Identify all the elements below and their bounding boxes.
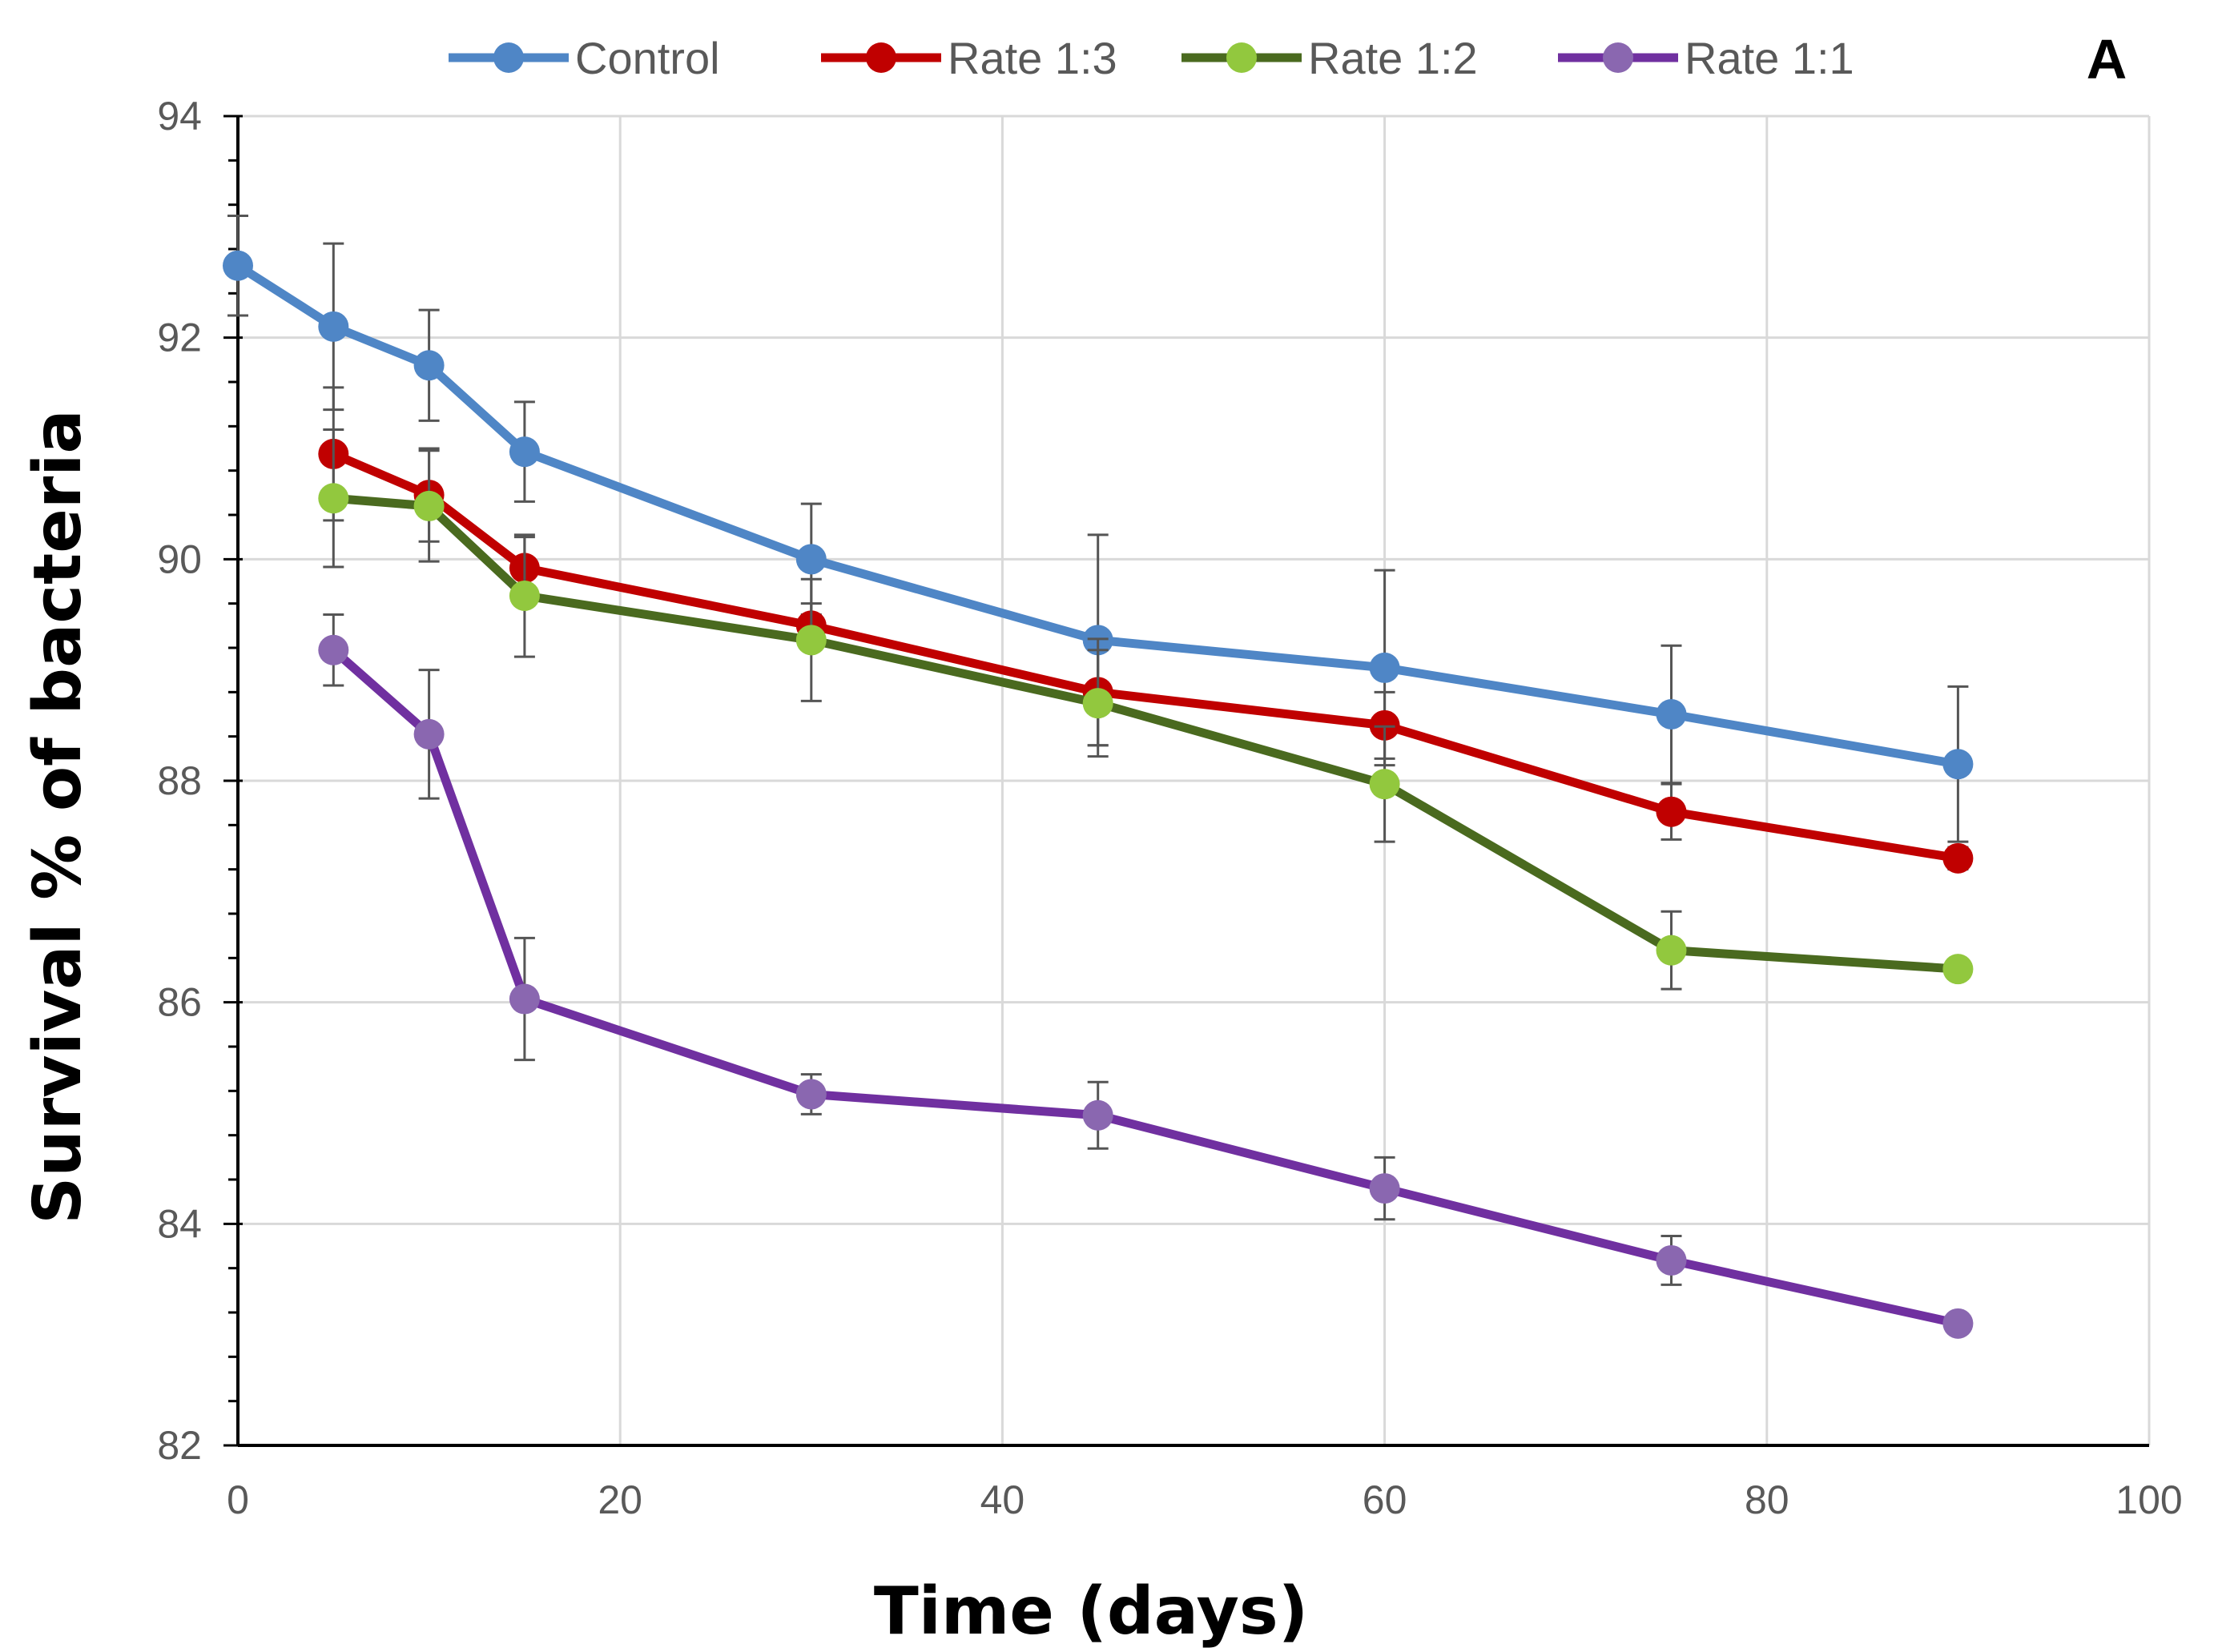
legend-label: Control [575, 33, 720, 83]
tick-labels: 82 84 86 88 90 92 94 0 20 40 60 80 100 [157, 94, 2182, 1522]
legend-swatch-marker [866, 42, 896, 73]
data-point [509, 983, 540, 1015]
x-tick-label: 0 [227, 1477, 249, 1522]
series-rate-1-2 [318, 428, 1974, 991]
data-point [1082, 688, 1113, 719]
y-tick-label: 90 [157, 537, 202, 581]
x-tick-label: 40 [980, 1477, 1025, 1522]
data-point [413, 718, 445, 750]
y-tick-label: 82 [157, 1423, 202, 1468]
x-axis-title: Time (days) [874, 1574, 1308, 1650]
legend-item: Rate 1:3 [821, 33, 1117, 83]
data-point [318, 483, 349, 514]
data-point [1942, 749, 1974, 780]
data-point [1369, 1173, 1400, 1204]
panel-label: A [2087, 28, 2127, 90]
legend-item: Control [449, 33, 720, 83]
legend-swatch-marker [493, 42, 524, 73]
data-point [795, 1079, 827, 1110]
y-tick-label: 84 [157, 1201, 202, 1246]
data-point [413, 350, 445, 381]
data-point [1369, 769, 1400, 800]
legend-item: Rate 1:2 [1181, 33, 1478, 83]
axes [223, 115, 2149, 1447]
x-tick-label: 60 [1363, 1477, 1407, 1522]
y-tick-label: 88 [157, 758, 202, 803]
legend: Control Rate 1:3 Rate 1:2 Rate 1:1 [449, 33, 1854, 83]
legend-label: Rate 1:3 [948, 33, 1117, 83]
data-point [318, 311, 349, 342]
x-tick-label: 20 [598, 1477, 642, 1522]
data-point [1942, 842, 1974, 874]
data-point [413, 490, 445, 521]
data-series [223, 215, 1974, 1339]
data-point [318, 634, 349, 665]
y-tick-label: 94 [157, 94, 202, 139]
series-line [328, 645, 1962, 1328]
grid-lines [238, 115, 2151, 1445]
x-tick-label: 80 [1745, 1477, 1789, 1522]
series-rate-1-1 [318, 613, 1974, 1339]
y-tick-label: 86 [157, 980, 202, 1025]
data-point [1656, 699, 1687, 730]
data-point [509, 580, 540, 611]
data-point [795, 625, 827, 656]
data-point [1656, 796, 1687, 827]
y-tick-label: 92 [157, 316, 202, 360]
legend-label: Rate 1:1 [1685, 33, 1854, 83]
data-point [1369, 652, 1400, 683]
data-point [795, 544, 827, 575]
legend-label: Rate 1:2 [1308, 33, 1478, 83]
series-rate-1-3 [318, 386, 1974, 874]
series-line [328, 449, 1962, 863]
legend-swatch-marker [1226, 42, 1257, 73]
data-point [1942, 954, 1974, 985]
y-axis-title: Survival % of bacteria [20, 409, 96, 1224]
x-tick-label: 100 [2115, 1477, 2182, 1522]
data-point [1082, 1099, 1113, 1131]
data-point [1942, 1308, 1974, 1339]
data-point [1656, 935, 1687, 966]
legend-item: Rate 1:1 [1558, 33, 1854, 83]
data-point [223, 250, 253, 281]
series-line [328, 493, 1962, 974]
data-point [1656, 1244, 1687, 1276]
legend-swatch-marker [1603, 42, 1633, 73]
data-point [509, 436, 540, 468]
